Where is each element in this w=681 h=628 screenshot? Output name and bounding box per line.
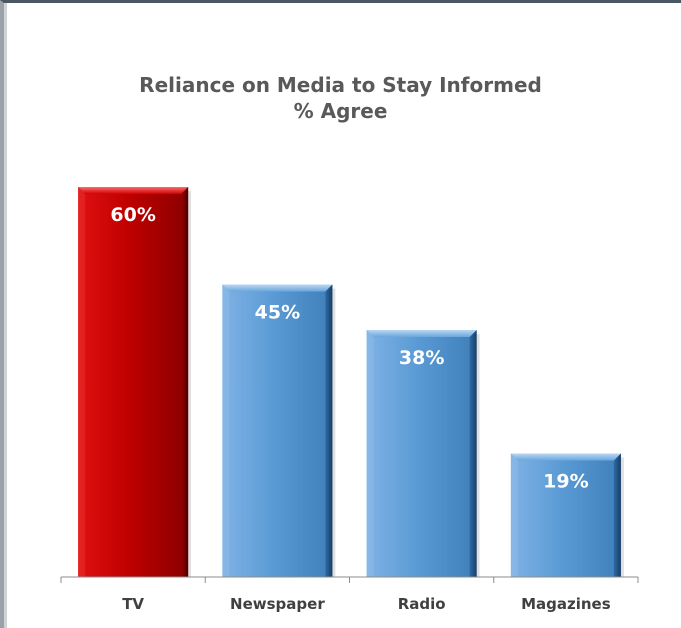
bar-bevel-left: [510, 453, 518, 577]
chart-subtitle: % Agree: [293, 99, 388, 123]
bar-face: [78, 187, 189, 577]
bar-top: [78, 187, 189, 194]
bar-side: [613, 453, 621, 577]
data-label: 60%: [110, 204, 155, 226]
bar-side: [325, 284, 333, 577]
bars-group: 60% 45% 38% 19%: [78, 187, 624, 577]
bar-bevel-left: [366, 330, 374, 577]
chart-title-block: Reliance on Media to Stay Informed % Agr…: [0, 72, 681, 124]
bar-face: [222, 284, 333, 577]
bar-radio: 38%: [366, 330, 480, 577]
bar-top: [222, 284, 333, 292]
data-label: 38%: [399, 347, 444, 369]
x-tick-label: Newspaper: [230, 595, 325, 613]
data-label: 45%: [255, 302, 300, 324]
x-axis: TV Newspaper Radio Magazines: [60, 576, 639, 613]
bar-magazines: 19%: [510, 453, 624, 577]
bar-bevel-left: [78, 187, 86, 577]
bar-newspaper: 45%: [222, 284, 336, 577]
x-tick-label: Radio: [398, 595, 446, 613]
chart-title: Reliance on Media to Stay Informed: [139, 73, 542, 97]
x-tick-label: Magazines: [521, 595, 611, 613]
bar-bevel-left: [222, 284, 230, 577]
bar-side: [469, 330, 477, 577]
bar-top: [366, 330, 477, 337]
bar-tv: 60%: [78, 187, 192, 577]
bar-face: [366, 330, 477, 577]
bar-side: [181, 187, 189, 577]
bar-top: [510, 453, 621, 461]
bar-face: [510, 453, 621, 577]
data-label: 19%: [543, 471, 588, 493]
frame-edge: [4, 3, 7, 628]
x-tick-label: TV: [122, 595, 144, 613]
